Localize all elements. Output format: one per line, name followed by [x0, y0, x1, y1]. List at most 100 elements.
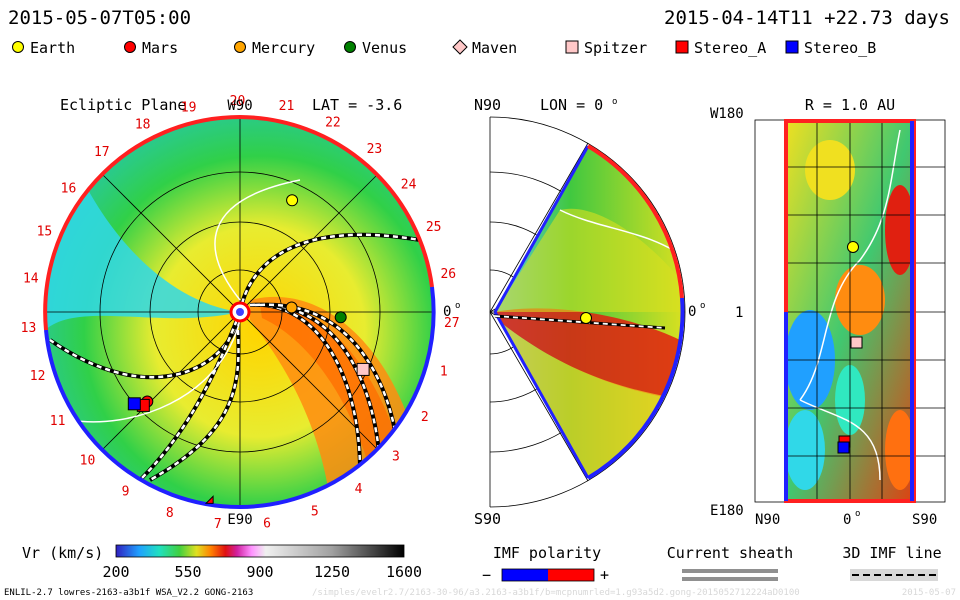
carrington-tick-15: 15: [37, 224, 53, 239]
legend-stereo-b-label: Stereo_B: [804, 39, 876, 57]
imf-minus: −: [482, 566, 491, 584]
current-sheath-legend: Current sheath: [667, 544, 793, 581]
carrington-tick-22: 22: [325, 116, 341, 131]
meridional-red-arc: [586, 144, 684, 299]
colorbar-tick-1600: 1600: [386, 563, 422, 581]
legend-earth-icon: [12, 41, 24, 53]
current-sheath-title: Current sheath: [667, 544, 793, 562]
meridional-blue-arc: [586, 297, 685, 480]
carrington-tick-13: 13: [21, 321, 37, 336]
legend-spitzer-icon: [565, 40, 579, 54]
meridional-lower-edge: [493, 311, 590, 479]
carrington-tick-9: 9: [122, 485, 130, 500]
carrington-tick-21: 21: [279, 99, 295, 114]
velocity-colorbar: Vr (km/s) 200 550 900 1250 1600: [22, 544, 422, 581]
legend-stereo-b-icon: [785, 40, 799, 54]
simulation-date: 2015-05-07T05:00: [8, 7, 191, 29]
upper-boundary-arc: [43, 115, 241, 331]
carrington-tick-26: 26: [440, 267, 456, 282]
carrington-tick-25: 25: [426, 220, 442, 235]
carrington-tick-19: 19: [181, 100, 197, 115]
radius-x-s90: S90: [912, 512, 937, 528]
colorbar-tick-550: 550: [174, 563, 201, 581]
legend-spitzer-label: Spitzer: [584, 39, 647, 57]
legend-stereo-a-label: Stereo_A: [694, 39, 766, 57]
radius-x-zero: 0: [843, 512, 851, 528]
stereo-a-arc: [239, 115, 434, 288]
imf-positive-swatch: [548, 569, 594, 581]
imf-negative-swatch: [502, 569, 548, 581]
e180-label: E180: [710, 503, 744, 519]
imf-line-legend: 3D IMF line: [842, 544, 942, 581]
ecliptic-bodies: [127, 194, 370, 504]
carrington-tick-14: 14: [23, 272, 39, 287]
carrington-tick-27: 27: [444, 316, 460, 331]
imf-line-background: [850, 569, 938, 581]
slow-wind-region: [45, 120, 240, 330]
imf-polarity-legend: IMF polarity − +: [482, 544, 609, 584]
legend-maven-label: Maven: [472, 39, 517, 57]
merid-degree-sign: o: [700, 301, 705, 311]
meridional-panel: N90 LON = 0 o S90 0 o: [474, 96, 705, 528]
ecliptic-maven-marker: [204, 495, 214, 504]
radius-title: R = 1.0 AU: [805, 96, 895, 114]
eclip-degree-sign: o: [455, 301, 460, 311]
ecliptic-mercury-marker: [285, 301, 298, 314]
legend-mercury-label: Mercury: [252, 39, 315, 57]
merid-zero-label: 0: [688, 304, 696, 320]
colorbar-gradient: [115, 544, 405, 558]
lon-degree-sign: o: [612, 97, 617, 107]
carrington-tick-2: 2: [421, 410, 429, 425]
carrington-tick-10: 10: [80, 453, 96, 468]
model-credit: ENLIL-2.7 lowres-2163-a3b1f WSA_V2.2 GON…: [4, 588, 253, 598]
stereo-b-arc: [239, 286, 436, 509]
carrington-tick-1: 1: [440, 364, 448, 379]
carrington-tick-4: 4: [355, 482, 363, 497]
colorbar-ticks: 200 550 900 1250 1600: [102, 563, 422, 581]
reference-date: 2015-04-14T11 +22.73 days: [664, 7, 950, 29]
carrington-tick-18: 18: [135, 118, 151, 133]
ecliptic-title: Ecliptic Plane: [60, 96, 186, 114]
colorbar-label: Vr (km/s): [22, 544, 103, 562]
sheath-line-2: [682, 577, 778, 581]
n90-label: N90: [474, 96, 501, 114]
ecliptic-stereo-b-marker: [127, 397, 141, 411]
carrington-tick-20: 20: [230, 94, 246, 109]
radius-mid-label: 1: [735, 305, 743, 321]
carrington-tick-3: 3: [392, 450, 400, 465]
carrington-tick-8: 8: [166, 506, 174, 521]
radius-spitzer-marker: [850, 336, 863, 349]
carrington-tick-7: 7: [214, 517, 222, 532]
body-legend: Earth Mars Mercury Venus Maven Spitzer Stereo_…: [12, 39, 876, 57]
run-path-watermark: /simples/evelr2.7/2163-30-96/a3.2163-a3b…: [312, 588, 800, 598]
legend-maven-icon: [452, 39, 468, 55]
w180-label: W180: [710, 106, 744, 122]
ecliptic-venus-marker: [334, 311, 347, 324]
carrington-tick-5: 5: [311, 504, 319, 519]
radius-panel: R = 1.0 AU: [710, 96, 946, 528]
ecliptic-spitzer-marker: [356, 362, 370, 376]
carrington-tick-6: 6: [263, 516, 271, 531]
imf-plus: +: [600, 566, 609, 584]
colorbar-tick-900: 900: [246, 563, 273, 581]
imf-line-title: 3D IMF line: [842, 544, 941, 562]
sun-core: [236, 308, 244, 316]
footer-date-watermark: 2015-05-07: [902, 588, 956, 598]
ecliptic-earth-marker: [286, 194, 299, 207]
e90-label: E90: [227, 512, 252, 528]
carrington-tick-16: 16: [61, 181, 77, 196]
cme-region: [260, 304, 400, 470]
ecliptic-lat-label: LAT = -3.6: [312, 96, 402, 114]
meridional-upper-edge: [493, 145, 590, 313]
meridional-fast-stream: [495, 308, 680, 400]
legend-mercury-icon: [234, 41, 246, 53]
legend-venus-label: Venus: [362, 39, 407, 57]
colorbar-tick-1250: 1250: [314, 563, 350, 581]
carrington-ticks: 19 20 212223242526271234567891011121314151…: [21, 94, 460, 532]
legend-stereo-a-icon: [675, 40, 689, 54]
carrington-tick-17: 17: [94, 145, 110, 160]
eclip-zero-label: 0: [443, 304, 451, 320]
carrington-tick-24: 24: [401, 177, 417, 192]
carrington-tick-12: 12: [30, 369, 46, 384]
